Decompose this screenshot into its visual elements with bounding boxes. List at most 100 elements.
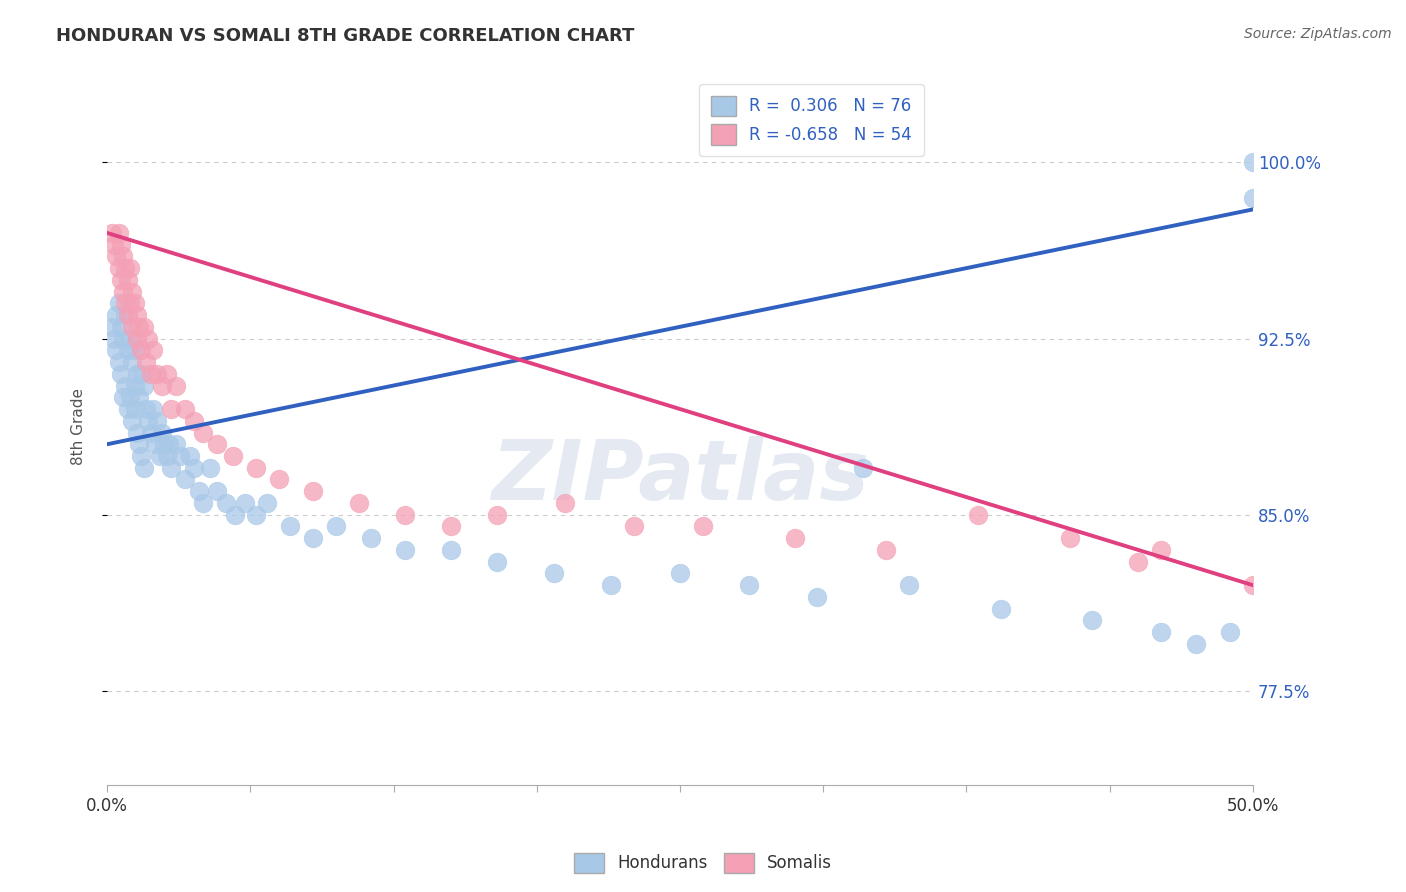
- Point: [898, 578, 921, 592]
- Point: [118, 390, 141, 404]
- Point: [132, 378, 155, 392]
- Legend: Hondurans, Somalis: Hondurans, Somalis: [567, 847, 839, 880]
- Point: [205, 484, 228, 499]
- Point: [110, 237, 132, 252]
- Point: [114, 261, 136, 276]
- Point: [205, 437, 228, 451]
- Point: [1241, 578, 1264, 592]
- Point: [105, 308, 128, 322]
- Text: ZIPatlas: ZIPatlas: [491, 436, 869, 517]
- Point: [245, 508, 267, 522]
- Point: [198, 460, 221, 475]
- Point: [128, 319, 150, 334]
- Point: [114, 378, 136, 392]
- Point: [169, 449, 191, 463]
- Point: [193, 496, 215, 510]
- Point: [990, 601, 1012, 615]
- Point: [692, 519, 714, 533]
- Point: [783, 531, 806, 545]
- Point: [267, 473, 290, 487]
- Point: [222, 449, 245, 463]
- Point: [193, 425, 215, 440]
- Point: [128, 390, 150, 404]
- Point: [1128, 555, 1150, 569]
- Point: [117, 402, 139, 417]
- Point: [1184, 637, 1206, 651]
- Point: [485, 555, 508, 569]
- Point: [139, 425, 162, 440]
- Point: [143, 437, 166, 451]
- Point: [124, 343, 146, 358]
- Point: [107, 226, 129, 240]
- Point: [114, 308, 136, 322]
- Point: [224, 508, 246, 522]
- Point: [124, 378, 146, 392]
- Point: [1219, 625, 1241, 640]
- Point: [107, 261, 129, 276]
- Point: [142, 343, 165, 358]
- Point: [124, 296, 146, 310]
- Point: [121, 285, 143, 299]
- Point: [118, 296, 141, 310]
- Point: [245, 460, 267, 475]
- Point: [110, 319, 132, 334]
- Point: [187, 484, 209, 499]
- Point: [112, 249, 135, 263]
- Point: [118, 261, 141, 276]
- Point: [114, 296, 136, 310]
- Point: [1081, 613, 1104, 627]
- Point: [183, 414, 205, 428]
- Point: [149, 449, 172, 463]
- Point: [1150, 543, 1173, 558]
- Point: [600, 578, 623, 592]
- Point: [103, 332, 125, 346]
- Point: [107, 296, 129, 310]
- Point: [394, 543, 416, 558]
- Point: [124, 402, 146, 417]
- Point: [146, 367, 169, 381]
- Point: [125, 367, 148, 381]
- Point: [554, 496, 576, 510]
- Point: [105, 343, 128, 358]
- Point: [112, 285, 135, 299]
- Point: [132, 319, 155, 334]
- Text: HONDURAN VS SOMALI 8TH GRADE CORRELATION CHART: HONDURAN VS SOMALI 8TH GRADE CORRELATION…: [56, 27, 634, 45]
- Point: [103, 237, 125, 252]
- Point: [153, 437, 176, 451]
- Point: [160, 402, 183, 417]
- Point: [132, 460, 155, 475]
- Point: [875, 543, 897, 558]
- Point: [105, 249, 128, 263]
- Point: [179, 449, 201, 463]
- Point: [174, 473, 197, 487]
- Point: [215, 496, 238, 510]
- Point: [146, 414, 169, 428]
- Point: [118, 332, 141, 346]
- Point: [165, 437, 187, 451]
- Point: [156, 367, 179, 381]
- Point: [150, 378, 173, 392]
- Point: [360, 531, 382, 545]
- Point: [543, 566, 565, 581]
- Y-axis label: 8th Grade: 8th Grade: [72, 388, 86, 465]
- Point: [117, 273, 139, 287]
- Point: [125, 425, 148, 440]
- Point: [125, 308, 148, 322]
- Point: [112, 390, 135, 404]
- Point: [110, 273, 132, 287]
- Point: [117, 343, 139, 358]
- Point: [142, 402, 165, 417]
- Point: [174, 402, 197, 417]
- Point: [165, 378, 187, 392]
- Point: [125, 332, 148, 346]
- Point: [150, 425, 173, 440]
- Point: [183, 460, 205, 475]
- Point: [131, 367, 153, 381]
- Point: [117, 308, 139, 322]
- Point: [440, 519, 463, 533]
- Point: [233, 496, 256, 510]
- Point: [131, 449, 153, 463]
- Point: [347, 496, 370, 510]
- Text: Source: ZipAtlas.com: Source: ZipAtlas.com: [1244, 27, 1392, 41]
- Point: [121, 355, 143, 369]
